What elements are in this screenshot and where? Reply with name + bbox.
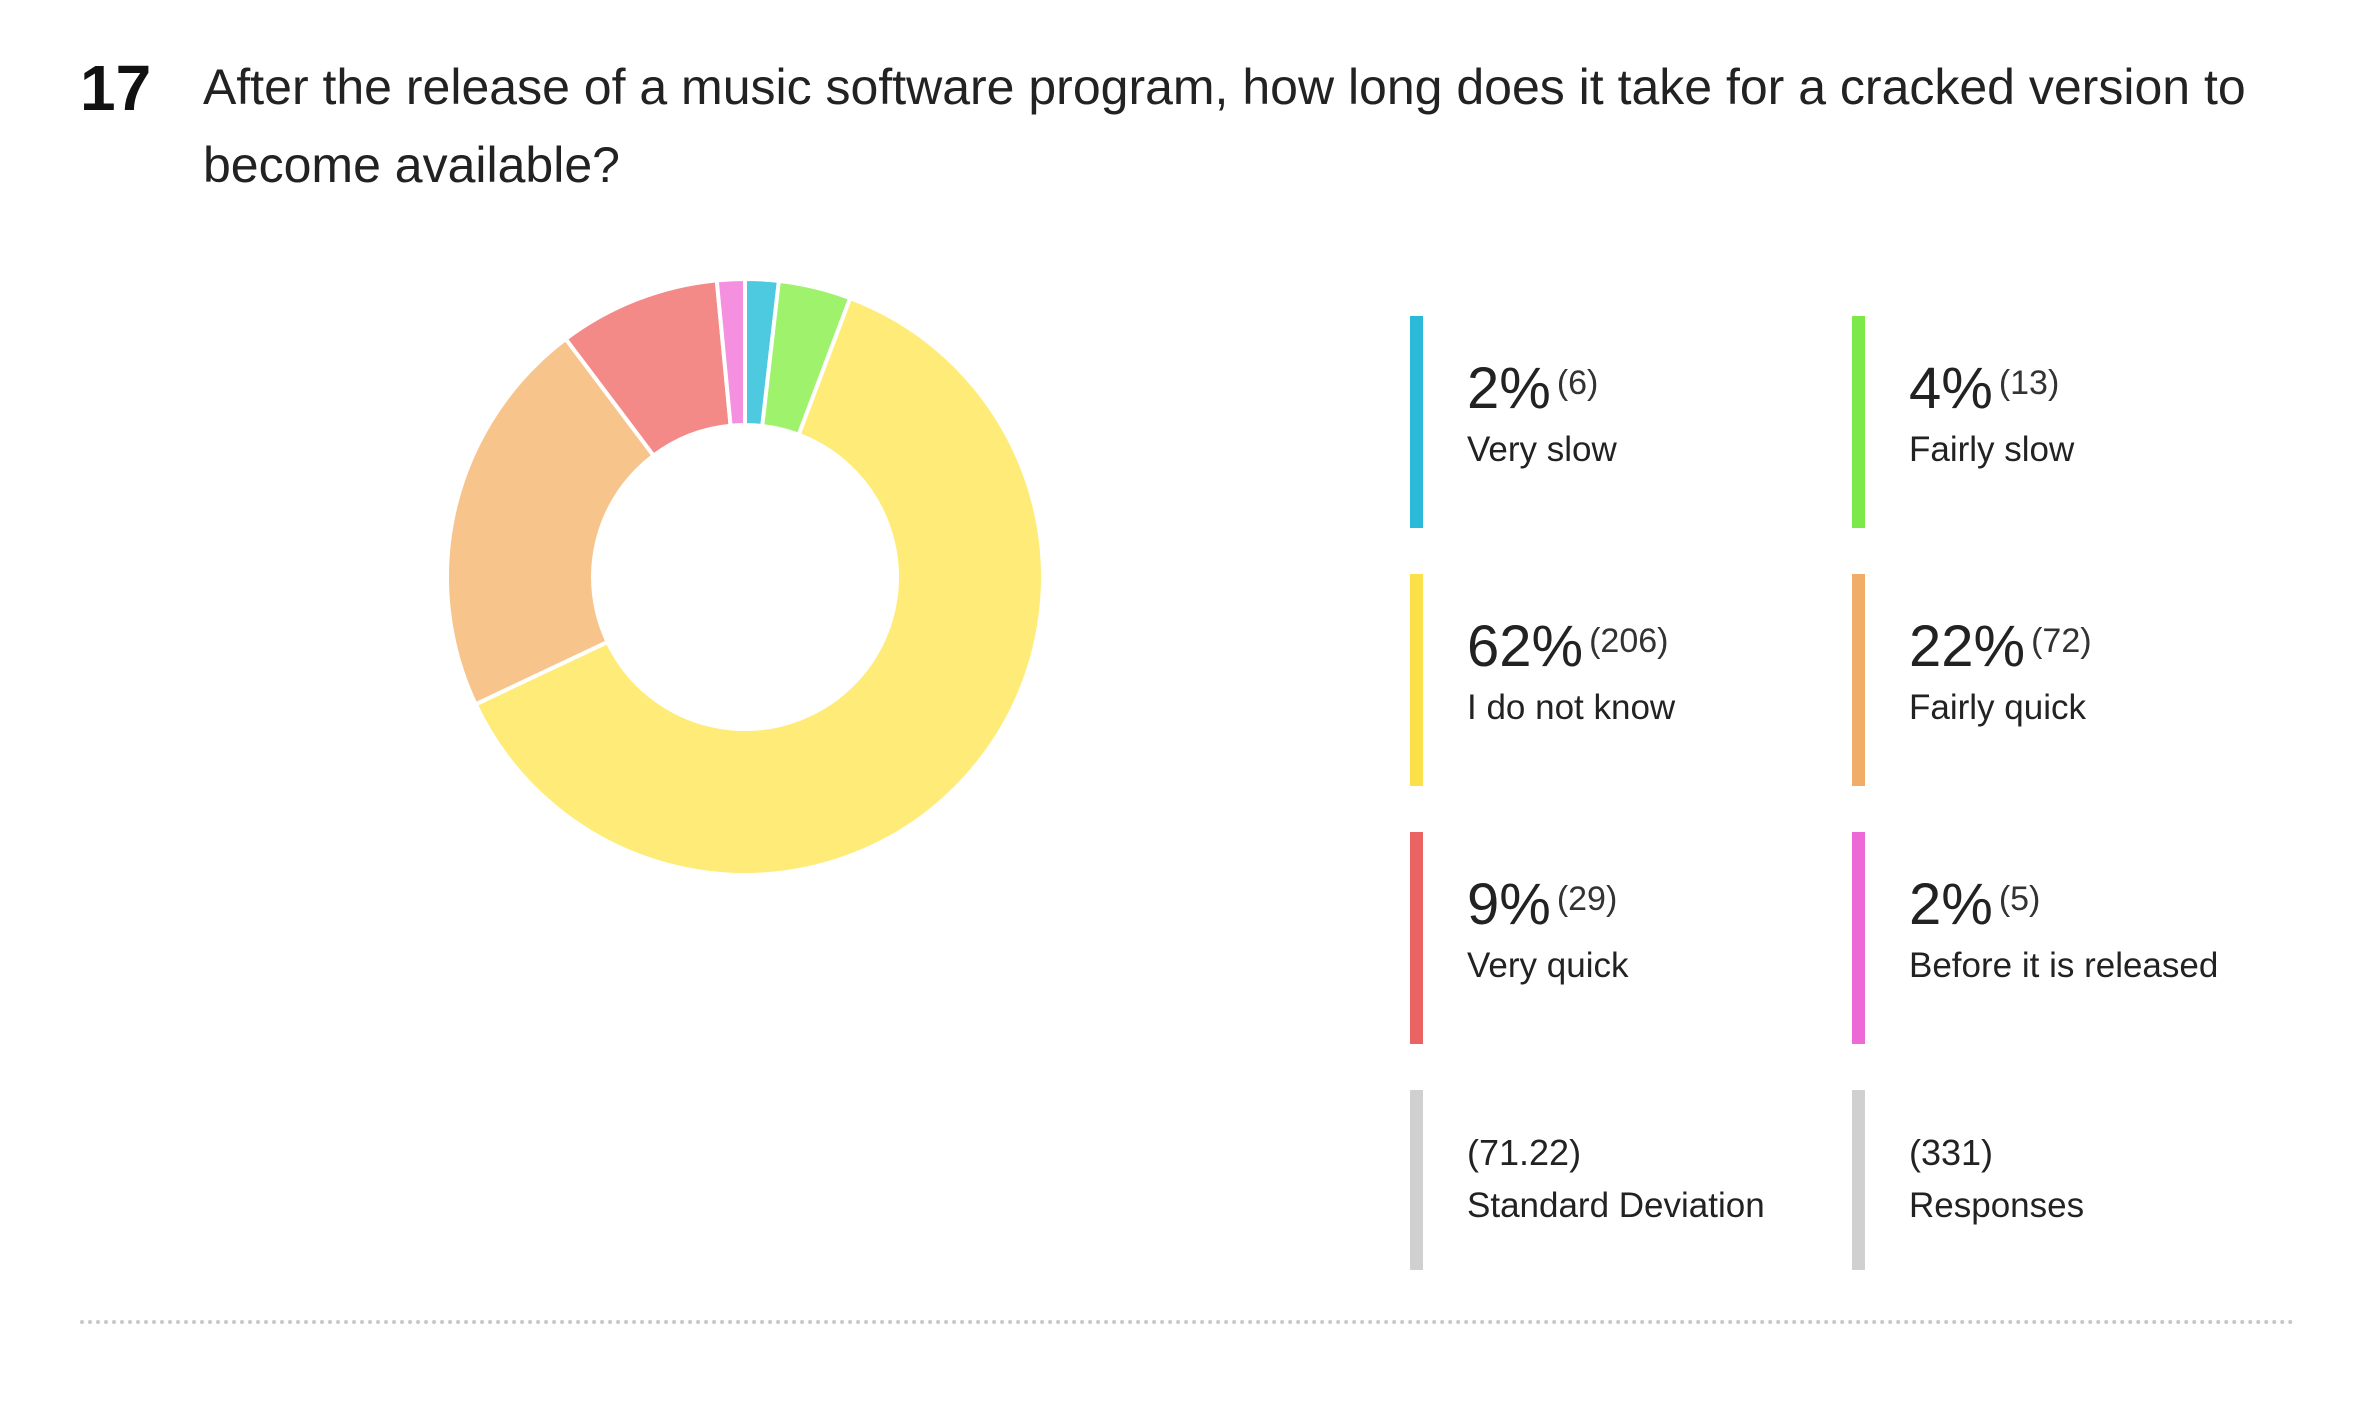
legend-count: (6): [1556, 364, 1599, 402]
legend: 2% (6) Very slow 4% (13) Fairly slow 62% (2…: [1410, 316, 2310, 1276]
donut-slice-i-do-not-know: [472, 295, 1045, 877]
stat-value: (331): [1909, 1132, 1994, 1173]
donut-slice-before-it-is-released: [714, 276, 747, 428]
legend-count: (72): [2031, 622, 2092, 660]
legend-color-bar: [1852, 574, 1865, 786]
legend-count: (29): [1556, 880, 1618, 918]
legend-percent: 4%: [1909, 356, 1993, 421]
legend-count: (13): [1998, 364, 2060, 402]
legend-color-bar: [1852, 832, 1865, 1044]
legend-item-very-slow: 2% (6) Very slow: [1410, 316, 1830, 528]
legend-item-before-release: 2% (5) Before it is released: [1852, 832, 2272, 1044]
legend-label: Before it is released: [1909, 946, 2219, 985]
legend-item-fairly-quick: 22% (72) Fairly quick: [1852, 574, 2272, 786]
legend-label: Fairly quick: [1909, 688, 2086, 727]
stat-bar: [1852, 1090, 1865, 1270]
legend-percent: 2%: [1909, 872, 1993, 937]
legend-color-bar: [1410, 574, 1423, 786]
legend-label: Very quick: [1467, 946, 1629, 985]
legend-percent: 62%: [1467, 614, 1584, 679]
question-title: After the release of a music software pr…: [203, 59, 2246, 193]
stat-responses: (331) Responses: [1852, 1090, 2272, 1270]
legend-item-fairly-slow: 4% (13) Fairly slow: [1852, 316, 2272, 528]
legend-label: Very slow: [1467, 430, 1617, 469]
legend-percent: 2%: [1467, 356, 1551, 421]
donut-slice-fairly-quick: [445, 336, 657, 707]
legend-percent: 22%: [1909, 614, 2026, 679]
legend-label: Fairly slow: [1909, 430, 2075, 469]
legend-percent: 9%: [1467, 872, 1551, 937]
stat-standard-deviation: (71.22) Standard Deviation: [1410, 1090, 1830, 1270]
legend-item-i-do-not-know: 62% (206) I do not know: [1410, 574, 1830, 786]
legend-color-bar: [1410, 832, 1423, 1044]
stat-value: (71.22): [1467, 1132, 1582, 1173]
legend-count: (5): [1998, 880, 2041, 918]
stat-label: Standard Deviation: [1467, 1186, 1765, 1225]
section-divider: [80, 1320, 2295, 1324]
donut-chart: [445, 276, 1045, 877]
legend-count: (206): [1589, 622, 1669, 660]
legend-label: I do not know: [1467, 688, 1676, 727]
stat-label: Responses: [1909, 1186, 2085, 1225]
legend-color-bar: [1852, 316, 1865, 528]
legend-item-very-quick: 9% (29) Very quick: [1410, 832, 1830, 1044]
question-number: 17: [80, 52, 152, 124]
legend-color-bar: [1410, 316, 1423, 528]
stat-bar: [1410, 1090, 1423, 1270]
